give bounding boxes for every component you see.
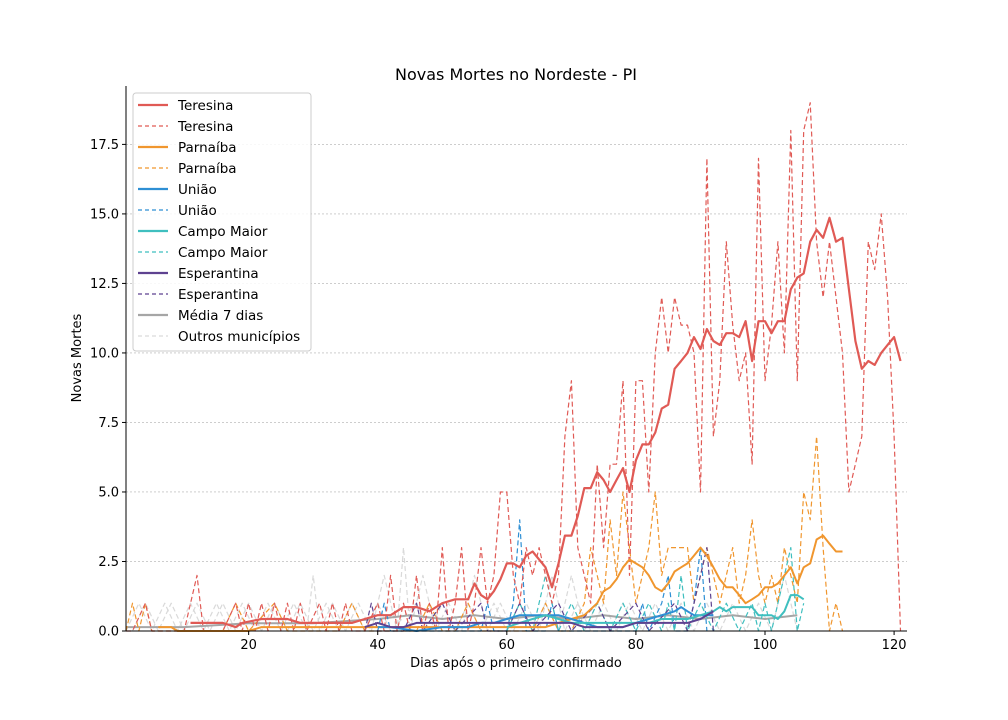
- legend-label-8: Esperantina: [178, 266, 259, 282]
- x-tick-label-1: 40: [369, 638, 386, 653]
- y-tick-label-1: 2.5: [98, 555, 119, 570]
- legend-label-6: Campo Maior: [178, 224, 268, 240]
- legend-label-7: Campo Maior: [178, 245, 268, 261]
- x-axis-label: Dias após o primeiro confirmado: [410, 656, 622, 671]
- legend-label-5: União: [178, 203, 217, 219]
- y-tick-label-7: 17.5: [90, 138, 119, 153]
- legend-label-0: Teresina: [177, 98, 233, 114]
- legend-label-2: Parnaíba: [178, 140, 237, 156]
- legend-label-1: Teresina: [177, 119, 233, 135]
- series-line-3: [125, 435, 844, 632]
- axes: 20 40 60 80 100 120 0.0 2.5 5.0 7.5 10.0 12.5 15.0 17…: [90, 86, 907, 653]
- series-line-11: [364, 610, 714, 629]
- y-tick-label-3: 7.5: [98, 416, 119, 431]
- legend-box: [132, 92, 312, 352]
- legend-label-4: União: [178, 182, 217, 198]
- chart-title: Novas Mortes no Nordeste - PI: [395, 65, 637, 84]
- y-tick-label-5: 12.5: [90, 277, 119, 292]
- x-tick-label-2: 60: [499, 638, 516, 653]
- y-axis-label: Novas Mortes: [70, 313, 85, 402]
- series-line-12: [190, 216, 902, 629]
- y-tick-label-0: 0.0: [98, 625, 119, 640]
- legend-label-9: Esperantina: [178, 287, 259, 303]
- series-line-1: [131, 574, 637, 632]
- legend-label-3: Parnaíba: [178, 161, 237, 177]
- x-tick-label-4: 100: [753, 638, 778, 653]
- series-line-0: [125, 547, 798, 632]
- series-line-5: [506, 547, 805, 632]
- y-tick-label-6: 15.0: [90, 207, 119, 222]
- legend-label-10: Média 7 dias: [178, 308, 263, 324]
- y-tick-label-2: 5.0: [98, 485, 119, 500]
- legend: Teresina Teresina Parnaíba Parnaíba União Uni…: [132, 92, 312, 352]
- x-tick-label-0: 20: [240, 638, 257, 653]
- series-layer: [125, 102, 902, 632]
- x-tick-label-3: 80: [628, 638, 645, 653]
- y-tick-label-4: 10.0: [90, 346, 119, 361]
- legend-label-11: Outros municípios: [178, 329, 300, 345]
- x-tick-label-5: 120: [882, 638, 907, 653]
